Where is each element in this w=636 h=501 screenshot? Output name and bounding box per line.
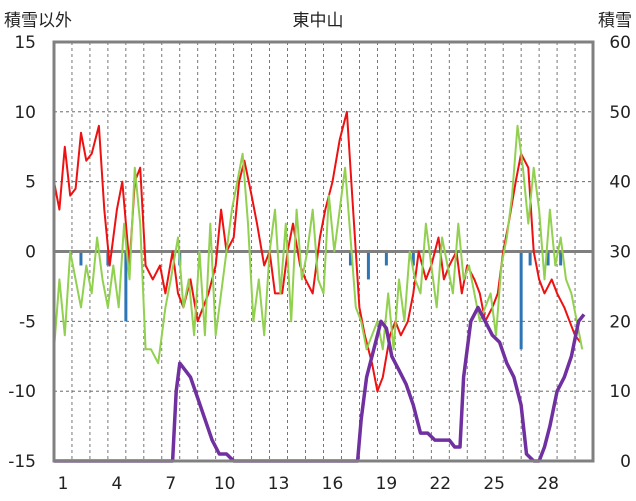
- series-line-1: [53, 124, 584, 365]
- x-tick-label: 13: [268, 474, 290, 494]
- y-right-tick-label: 30: [609, 243, 631, 263]
- y-left-tick-label: 0: [25, 243, 36, 263]
- y-right-axis-label: 積雪: [598, 11, 632, 31]
- bar: [411, 251, 415, 266]
- grid: [54, 42, 593, 461]
- bar: [366, 251, 370, 280]
- y-left-tick-label: 5: [25, 173, 36, 193]
- bar: [546, 251, 550, 266]
- bar: [348, 251, 352, 266]
- bar: [384, 251, 388, 266]
- x-tick-label: 10: [214, 474, 236, 494]
- x-tick-label: 4: [111, 474, 122, 494]
- bar: [106, 251, 110, 266]
- bar: [519, 251, 523, 350]
- y-left-axis-label: 積雪以外: [4, 11, 72, 31]
- series-line-2: [54, 305, 586, 463]
- y-left-tick-label: -15: [8, 452, 36, 472]
- x-tick-label: 7: [165, 474, 176, 494]
- line-series: [53, 110, 586, 463]
- y-left-tick-label: -5: [19, 312, 36, 332]
- x-tick-label: 16: [322, 474, 344, 494]
- chart-title: 東中山: [293, 11, 344, 31]
- y-left-tick-label: -10: [8, 382, 36, 402]
- x-tick-label: 22: [429, 474, 451, 494]
- y-right-tick-label: 10: [609, 382, 631, 402]
- y-right-tick-label: 40: [609, 173, 631, 193]
- bar: [528, 251, 532, 266]
- y-left-tick-label: 10: [14, 103, 36, 123]
- x-tick-label: 19: [376, 474, 398, 494]
- y-left-tick-label: 15: [14, 33, 36, 53]
- y-right-tick-label: 60: [609, 33, 631, 53]
- y-right-tick-label: 0: [620, 452, 631, 472]
- plot-frame: [52, 40, 595, 463]
- y-right-tick-label: 20: [609, 312, 631, 332]
- bar: [79, 251, 83, 266]
- x-tick-label: 25: [483, 474, 505, 494]
- x-tick-label: 28: [537, 474, 559, 494]
- bar: [124, 251, 128, 322]
- x-tick-label: 1: [58, 474, 69, 494]
- tick-labels: -15 -10 -5 0 5 10 15 0 10 20 30 40 50 60 1 4 7 10 13 16 19 22…: [8, 33, 631, 494]
- bar: [559, 251, 563, 266]
- y-right-tick-label: 50: [609, 103, 631, 123]
